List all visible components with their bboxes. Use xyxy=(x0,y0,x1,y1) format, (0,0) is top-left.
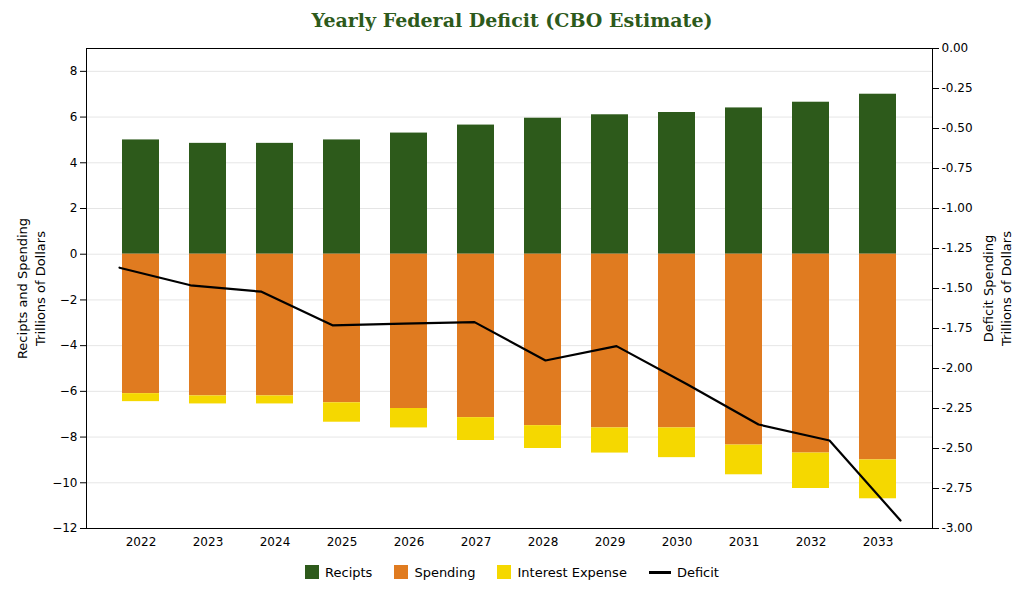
svg-text:-1.75: -1.75 xyxy=(942,321,973,335)
svg-text:2028: 2028 xyxy=(528,535,559,549)
svg-text:Trillions of Dollars: Trillions of Dollars xyxy=(33,231,48,347)
svg-text:2027: 2027 xyxy=(461,535,492,549)
svg-text:2025: 2025 xyxy=(327,535,358,549)
svg-text:-0.50: -0.50 xyxy=(942,121,973,135)
svg-text:−2: −2 xyxy=(60,293,78,307)
svg-text:−4: −4 xyxy=(60,338,78,352)
svg-text:2026: 2026 xyxy=(394,535,425,549)
svg-text:2030: 2030 xyxy=(662,535,693,549)
svg-text:-1.25: -1.25 xyxy=(942,241,973,255)
svg-text:Trillions of Dollars: Trillions of Dollars xyxy=(999,231,1014,347)
svg-text:-0.75: -0.75 xyxy=(942,161,973,175)
svg-text:2022: 2022 xyxy=(126,535,157,549)
svg-text:-2.50: -2.50 xyxy=(942,441,973,455)
svg-text:−6: −6 xyxy=(60,384,78,398)
svg-text:-2.25: -2.25 xyxy=(942,401,973,415)
svg-text:Deficit Spending: Deficit Spending xyxy=(981,235,996,342)
svg-text:2023: 2023 xyxy=(193,535,224,549)
svg-text:−12: −12 xyxy=(52,521,77,535)
svg-text:0: 0 xyxy=(70,247,78,261)
svg-text:2031: 2031 xyxy=(729,535,760,549)
svg-text:-2.00: -2.00 xyxy=(942,361,973,375)
svg-text:-3.00: -3.00 xyxy=(942,521,973,535)
svg-text:0.00: 0.00 xyxy=(942,41,969,55)
svg-text:2033: 2033 xyxy=(863,535,894,549)
svg-text:2: 2 xyxy=(70,201,78,215)
svg-text:−10: −10 xyxy=(52,476,77,490)
html-text:Spending: Spending xyxy=(414,564,476,580)
svg-text:-2.75: -2.75 xyxy=(942,481,973,495)
svg-text:2024: 2024 xyxy=(260,535,291,549)
svg-text:−8: −8 xyxy=(60,430,78,444)
svg-text:-1.50: -1.50 xyxy=(942,281,973,295)
html-text:Yearly Federal Deficit (CBO Es: Yearly Federal Deficit (CBO Estimate) xyxy=(311,9,713,31)
svg-text:2029: 2029 xyxy=(595,535,626,549)
html-text:Interest Expense: Interest Expense xyxy=(517,564,627,580)
svg-text:-1.00: -1.00 xyxy=(942,201,973,215)
svg-text:8: 8 xyxy=(70,64,78,78)
html-text:Recipts: Recipts xyxy=(325,564,373,580)
svg-text:2032: 2032 xyxy=(796,535,827,549)
svg-text:4: 4 xyxy=(70,156,78,170)
svg-text:-0.25: -0.25 xyxy=(942,81,973,95)
svg-text:Recipts and Spending: Recipts and Spending xyxy=(15,218,30,359)
svg-text:6: 6 xyxy=(70,110,78,124)
html-text:Deficit: Deficit xyxy=(676,564,719,580)
